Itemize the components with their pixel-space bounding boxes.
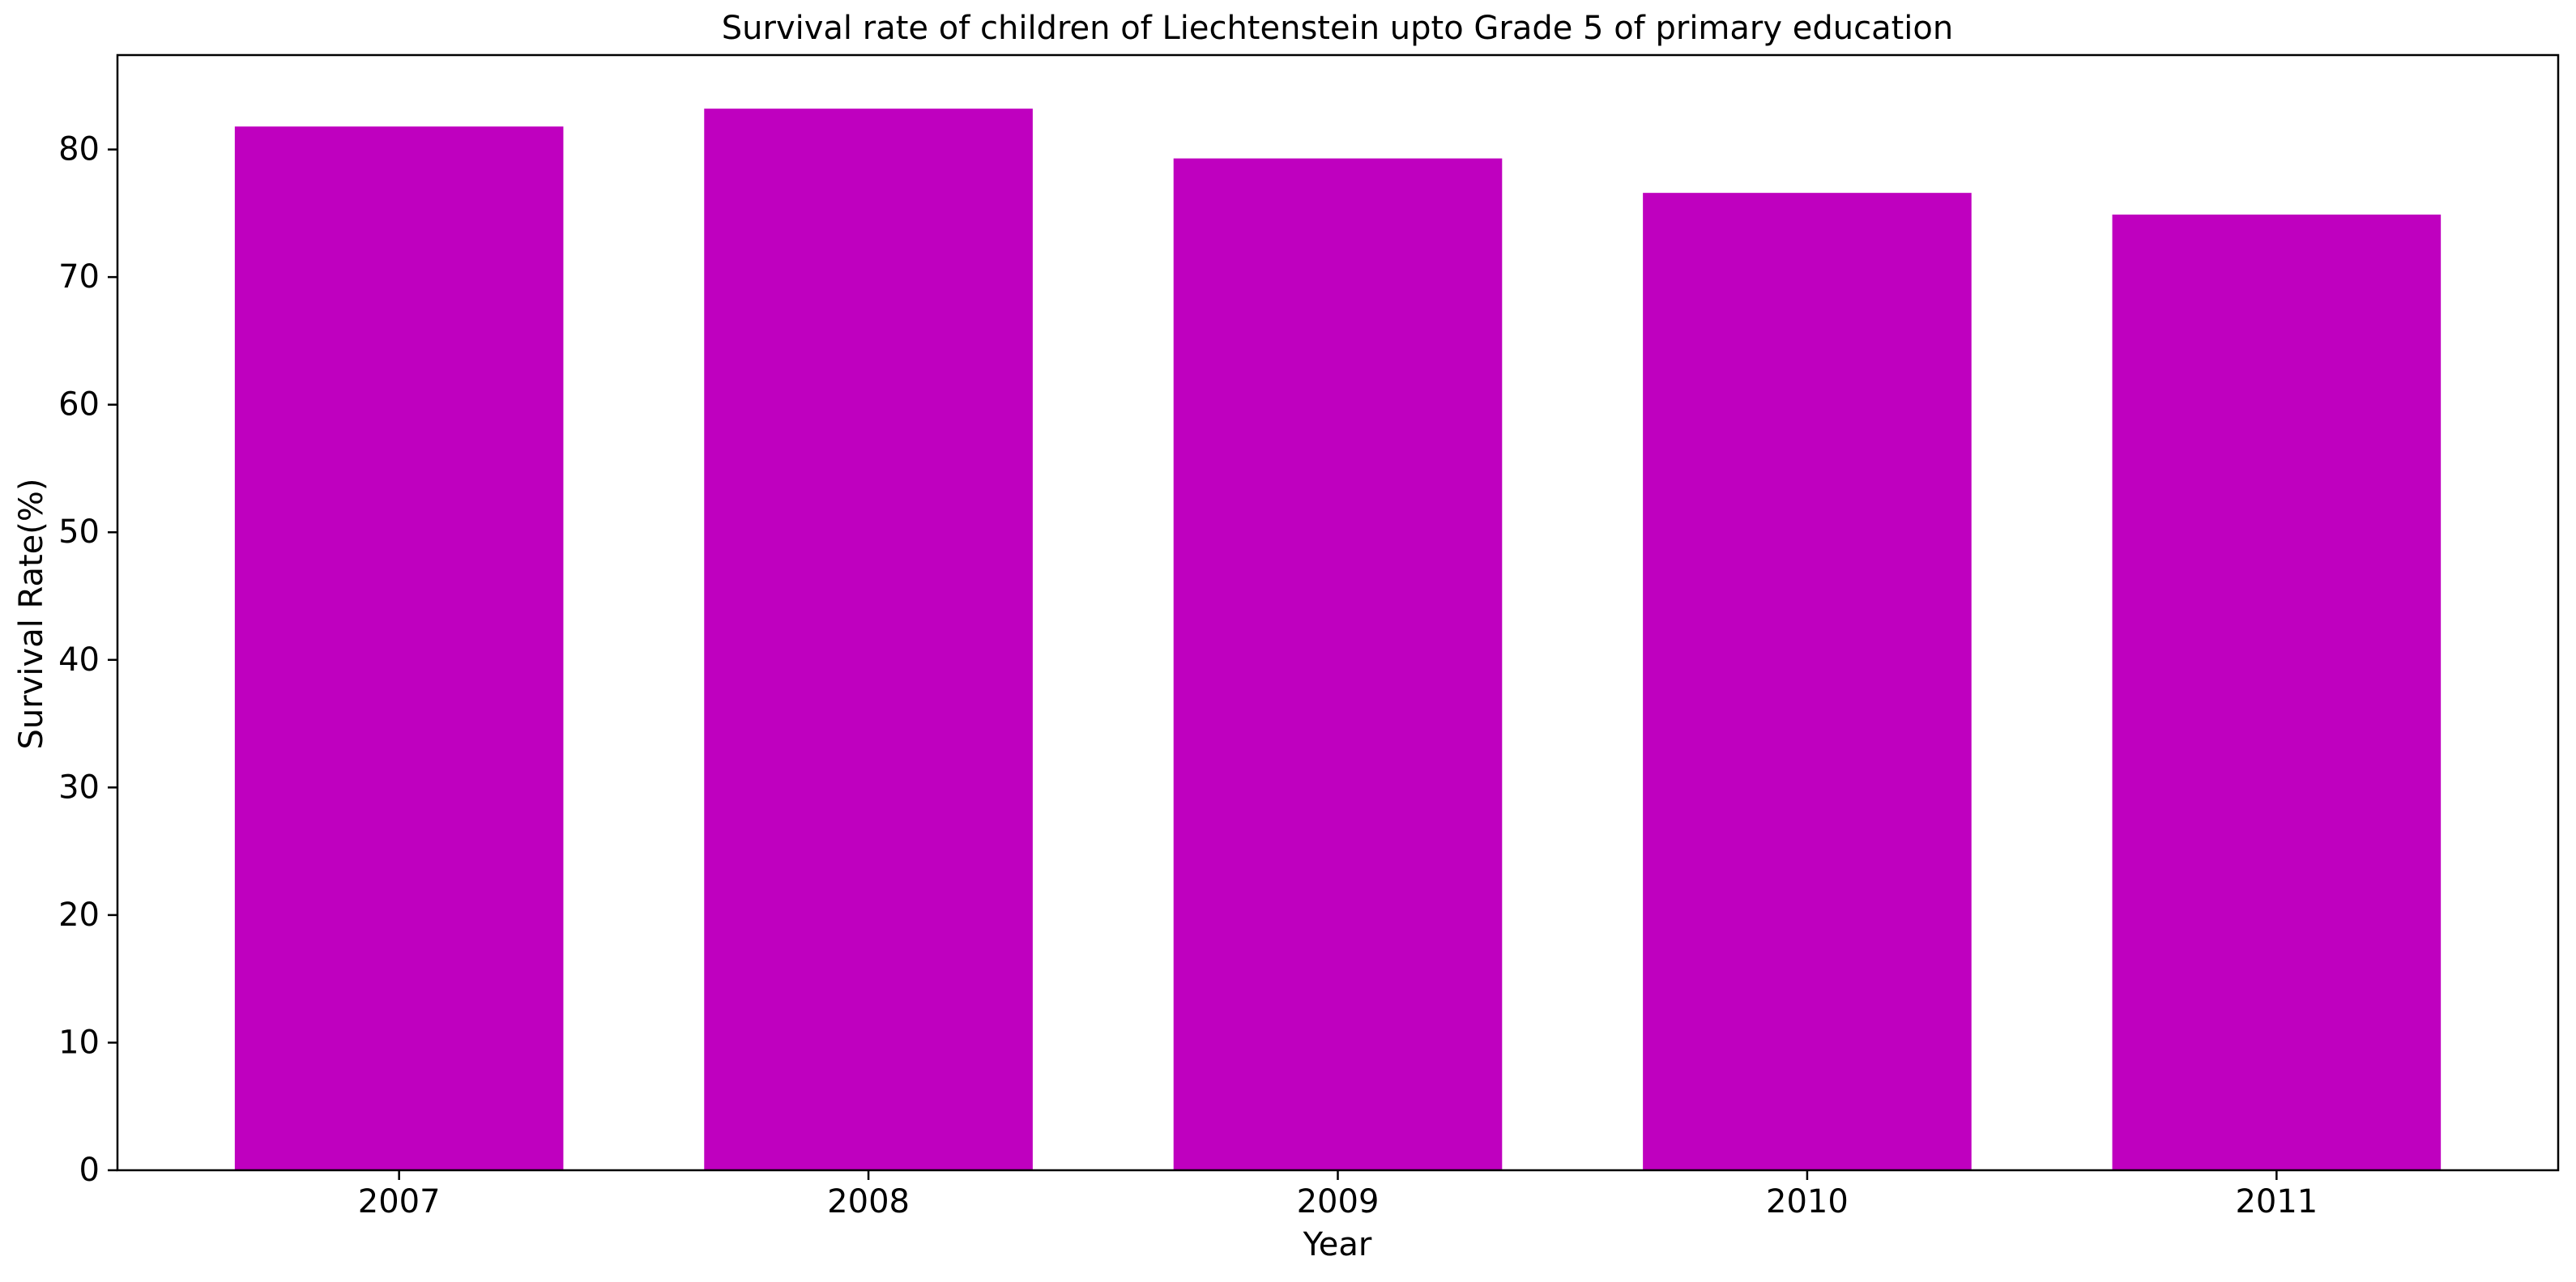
chart-title: Survival rate of children of Liechtenste… <box>722 10 1953 47</box>
bar-2009 <box>1173 158 1503 1170</box>
x-tick-label-2010: 2010 <box>1766 1183 1849 1220</box>
y-tick-label-80: 80 <box>58 131 100 168</box>
x-axis-label: Year <box>1303 1226 1372 1263</box>
x-tick-label-2011: 2011 <box>2235 1183 2318 1220</box>
bar-2010 <box>1643 193 1972 1170</box>
y-tick-label-30: 30 <box>58 769 100 806</box>
x-tick-label-2009: 2009 <box>1297 1183 1380 1220</box>
x-tick-label-2007: 2007 <box>358 1183 441 1220</box>
plot-area-frame <box>116 53 2560 1172</box>
y-tick-label-20: 20 <box>58 897 100 934</box>
y-tick-label-10: 10 <box>58 1024 100 1061</box>
bar-2011 <box>2112 214 2442 1171</box>
y-axis-ticks: 0 10 20 30 40 50 60 70 80 <box>58 131 117 1189</box>
y-axis-label: Survival Rate(%) <box>13 479 50 750</box>
y-tick-label-0: 0 <box>79 1152 100 1189</box>
y-tick-label-70: 70 <box>58 258 100 296</box>
x-tick-label-2008: 2008 <box>827 1183 910 1220</box>
x-axis-ticks: 2007 2008 2009 2010 2011 <box>358 1170 2318 1220</box>
y-tick-label-50: 50 <box>58 513 100 551</box>
y-tick-label-40: 40 <box>58 641 100 679</box>
bar-2007 <box>234 126 564 1170</box>
bar-series <box>234 109 2442 1171</box>
y-tick-label-60: 60 <box>58 386 100 424</box>
bar-2008 <box>704 109 1033 1170</box>
